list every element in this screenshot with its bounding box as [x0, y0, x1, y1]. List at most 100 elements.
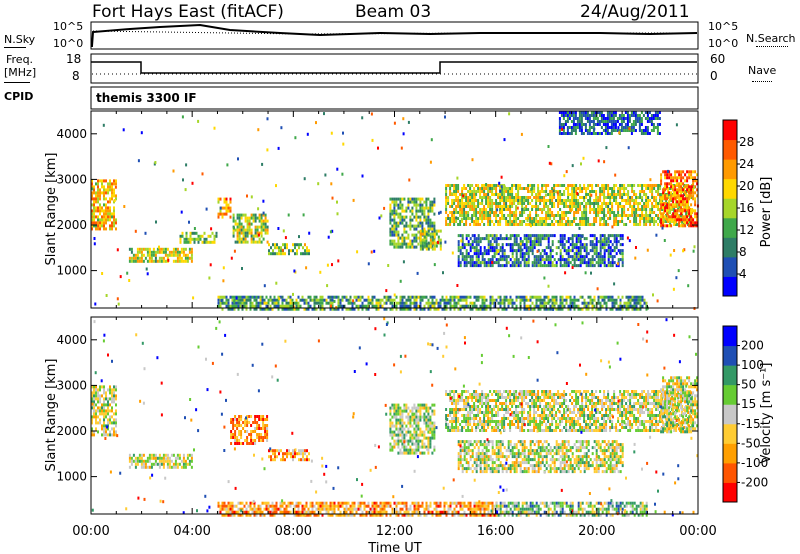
data-cell — [529, 295, 532, 299]
data-cell — [254, 430, 257, 433]
data-cell — [397, 427, 400, 431]
data-cell — [260, 439, 263, 442]
data-cell — [475, 217, 478, 220]
data-cell — [148, 253, 151, 257]
scatter-point — [185, 163, 188, 167]
data-cell — [249, 301, 252, 305]
data-cell — [626, 117, 629, 120]
data-cell — [559, 193, 562, 196]
data-cell — [623, 187, 626, 190]
data-cell — [230, 433, 233, 436]
data-cell — [93, 197, 95, 201]
data-cell — [275, 304, 278, 308]
data-cell — [221, 307, 224, 311]
data-cell — [565, 211, 568, 214]
data-cell — [339, 298, 342, 302]
data-cell — [266, 427, 269, 430]
data-cell — [401, 409, 404, 413]
data-cell — [639, 301, 642, 305]
data-cell — [607, 258, 610, 262]
data-cell — [399, 215, 402, 219]
data-cell — [611, 196, 614, 199]
data-cell — [581, 307, 584, 311]
data-cell — [190, 459, 193, 463]
data-cell — [473, 249, 476, 253]
data-cell — [111, 397, 113, 401]
data-cell — [579, 220, 582, 223]
data-cell — [590, 132, 593, 135]
data-cell — [537, 237, 540, 241]
data-cell — [236, 228, 239, 232]
data-cell — [585, 223, 588, 226]
data-cell — [489, 243, 492, 247]
data-cell — [407, 439, 410, 443]
data-cell — [573, 258, 576, 262]
data-cell — [111, 394, 113, 398]
scatter-point — [315, 121, 317, 125]
data-cell — [575, 211, 578, 214]
data-cell — [649, 214, 652, 217]
data-cell — [459, 252, 462, 256]
data-cell — [180, 256, 183, 260]
data-cell — [238, 240, 241, 244]
data-cell — [477, 220, 480, 223]
scatter-point — [266, 117, 269, 121]
data-cell — [499, 211, 502, 214]
data-cell — [274, 252, 276, 256]
data-cell — [579, 240, 582, 244]
data-cell — [621, 237, 624, 241]
data-cell — [401, 206, 404, 210]
data-cell — [567, 223, 570, 226]
data-cell — [251, 301, 254, 305]
data-cell — [399, 221, 402, 225]
data-cell — [203, 237, 206, 241]
data-cell — [503, 304, 506, 308]
data-cell — [639, 196, 642, 199]
data-cell — [113, 421, 115, 425]
data-cell — [595, 208, 598, 211]
data-cell — [577, 304, 580, 308]
data-cell — [433, 212, 436, 216]
data-cell — [575, 298, 578, 302]
data-cell — [115, 394, 117, 398]
data-cell — [629, 220, 632, 223]
data-cell — [379, 301, 382, 305]
data-cell — [256, 216, 259, 220]
data-cell — [265, 301, 268, 305]
data-cell — [395, 233, 398, 237]
data-cell — [647, 220, 650, 223]
data-cell — [613, 211, 616, 214]
data-cell — [483, 252, 486, 256]
data-cell — [223, 206, 226, 210]
data-cell — [489, 184, 492, 187]
data-cell — [607, 240, 610, 244]
data-cell — [189, 234, 192, 238]
data-cell — [555, 252, 558, 256]
data-cell — [138, 456, 141, 460]
data-cell — [433, 304, 436, 308]
data-cell — [115, 227, 117, 231]
data-cell — [646, 117, 649, 120]
data-cell — [676, 182, 679, 186]
data-cell — [415, 218, 418, 222]
data-cell — [443, 304, 446, 308]
data-cell — [325, 301, 328, 305]
data-cell — [103, 188, 105, 192]
data-cell — [162, 250, 165, 254]
data-cell — [645, 199, 648, 202]
data-cell — [389, 433, 392, 437]
data-cell — [280, 249, 282, 253]
data-cell — [505, 217, 508, 220]
data-cell — [537, 249, 540, 253]
data-cell — [645, 217, 648, 220]
data-cell — [511, 211, 514, 214]
data-cell — [551, 240, 554, 244]
data-cell — [401, 436, 404, 440]
data-cell — [511, 264, 514, 268]
data-cell — [511, 249, 514, 253]
data-cell — [568, 126, 571, 129]
data-cell — [91, 430, 93, 434]
data-cell — [246, 228, 249, 232]
data-cell — [489, 301, 492, 305]
data-cell — [641, 205, 644, 208]
